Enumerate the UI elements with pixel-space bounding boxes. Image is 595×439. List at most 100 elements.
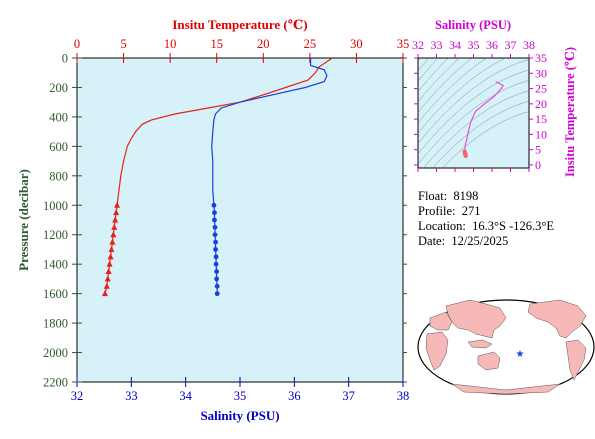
temperature-point (103, 282, 110, 289)
ts-temperature-tick-label: 25 (535, 82, 547, 96)
ts-density-contour (418, 69, 529, 155)
profile-row: Profile: 271 (418, 204, 554, 219)
salinity-point (213, 254, 219, 260)
temperature-tick-label: 15 (210, 37, 223, 51)
location-value: 16.3°S -126.3°E (472, 219, 555, 233)
date-row: Date: 12/25/2025 (418, 234, 554, 249)
temperature-point (112, 216, 119, 223)
ts-salinity-tick-label: 37 (505, 38, 517, 52)
pressure-tick-label: 400 (49, 110, 68, 124)
salinity-tick-label: 33 (125, 389, 138, 403)
salinity-point (214, 276, 220, 282)
salinity-tick-label: 37 (342, 389, 355, 403)
salinity-tick-label: 34 (179, 389, 192, 403)
ts-salinity-tick-label: 35 (468, 38, 480, 52)
ts-density-contour (418, 58, 488, 123)
ts-density-contour (418, 58, 449, 92)
profile-value: 271 (461, 204, 481, 218)
ts-point (463, 153, 468, 158)
ts-salinity-tick-label: 36 (486, 38, 498, 52)
salinity-profile-line (211, 58, 328, 206)
ts-density-contour (418, 59, 529, 144)
temperature-point (114, 201, 121, 208)
date-value: 12/25/2025 (451, 234, 509, 248)
date-label: Date: (418, 234, 446, 248)
temperature-point (110, 231, 117, 238)
temperature-point (109, 238, 116, 245)
map-land-asia (445, 299, 507, 339)
profile-plot-area (76, 57, 404, 383)
ts-temperature-tick-label: 15 (535, 112, 547, 126)
temperature-point (108, 245, 115, 252)
ts-temperature-tick-label: 0 (535, 158, 541, 172)
ts-density-contour (418, 58, 461, 103)
ts-salinity-title: Salinity (PSU) (435, 18, 511, 32)
temperature-tick-label: 10 (164, 37, 177, 51)
ts-density-contour (418, 58, 507, 134)
salinity-point (212, 224, 218, 230)
float-row: Float: 8198 (418, 189, 554, 204)
map-land-antarctica (451, 383, 561, 395)
pressure-tick-label: 1200 (43, 228, 68, 242)
ts-density-contour (418, 58, 473, 113)
ts-density-contour (441, 111, 529, 168)
salinity-axis-title: Salinity (PSU) (200, 408, 279, 423)
salinity-point (212, 232, 218, 238)
ts-density-contour (418, 80, 529, 165)
pressure-tick-label: 1000 (43, 199, 68, 213)
ts-temperature-tick-label: 30 (535, 66, 547, 80)
temperature-point (111, 223, 118, 230)
ts-salinity-tick-label: 33 (431, 38, 443, 52)
world-map: ★ (417, 299, 595, 395)
temperature-point (107, 253, 114, 260)
map-land-south-america (565, 339, 587, 381)
map-land-indonesia (467, 339, 493, 349)
temperature-profile-line (116, 58, 332, 206)
ts-temperature-tick-label: 5 (535, 143, 541, 157)
pressure-tick-label: 2200 (43, 376, 68, 390)
ts-salinity-tick-label: 34 (449, 38, 461, 52)
pressure-tick-label: 1800 (43, 317, 68, 331)
temperature-point (101, 290, 108, 297)
salinity-point (214, 283, 220, 289)
temperature-tick-label: 20 (257, 37, 270, 51)
temperature-point (104, 275, 111, 282)
float-value: 8198 (453, 189, 479, 203)
map-land-australia (477, 351, 501, 371)
salinity-point (213, 247, 218, 252)
star-icon: ★ (516, 349, 525, 360)
temperature-tick-label: 5 (120, 37, 126, 51)
pressure-tick-label: 200 (49, 81, 68, 95)
map-land-africa (425, 331, 449, 371)
temperature-tick-label: 25 (304, 37, 317, 51)
pressure-tick-label: 600 (49, 140, 68, 154)
temperature-axis-title: Insitu Temperature (℃) (172, 17, 307, 32)
pressure-tick-label: 1400 (43, 258, 68, 272)
ts-density-contour (432, 100, 529, 168)
profile-label: Profile: (418, 204, 456, 218)
temperature-point (113, 209, 120, 216)
ts-temperature-tick-label: 10 (535, 127, 547, 141)
salinity-point (213, 239, 218, 245)
location-row: Location: 16.3°S -126.3°E (418, 219, 554, 234)
salinity-tick-label: 35 (234, 389, 247, 403)
ts-temperature-tick-label: 20 (535, 97, 547, 111)
temperature-tick-label: 30 (350, 37, 363, 51)
ts-profile-line (464, 80, 504, 152)
salinity-tick-label: 32 (71, 389, 84, 403)
salinity-point (212, 217, 217, 223)
pressure-axis-title: Pressure (decibar) (16, 169, 31, 271)
ts-temperature-tick-label: 35 (535, 51, 547, 65)
ts-salinity-tick-label: 32 (412, 38, 424, 52)
float-info-panel: Float: 8198 Profile: 271 Location: 16.3°… (418, 189, 554, 249)
pressure-tick-label: 2000 (43, 346, 68, 360)
float-label: Float: (418, 189, 448, 203)
pressure-tick-label: 0 (62, 52, 68, 66)
location-label: Location: (418, 219, 466, 233)
salinity-point (213, 261, 219, 267)
ts-density-contour (418, 58, 439, 82)
pressure-tick-label: 800 (49, 169, 68, 183)
salinity-point (211, 202, 217, 208)
temperature-point (106, 260, 113, 267)
salinity-tick-label: 38 (397, 389, 410, 403)
